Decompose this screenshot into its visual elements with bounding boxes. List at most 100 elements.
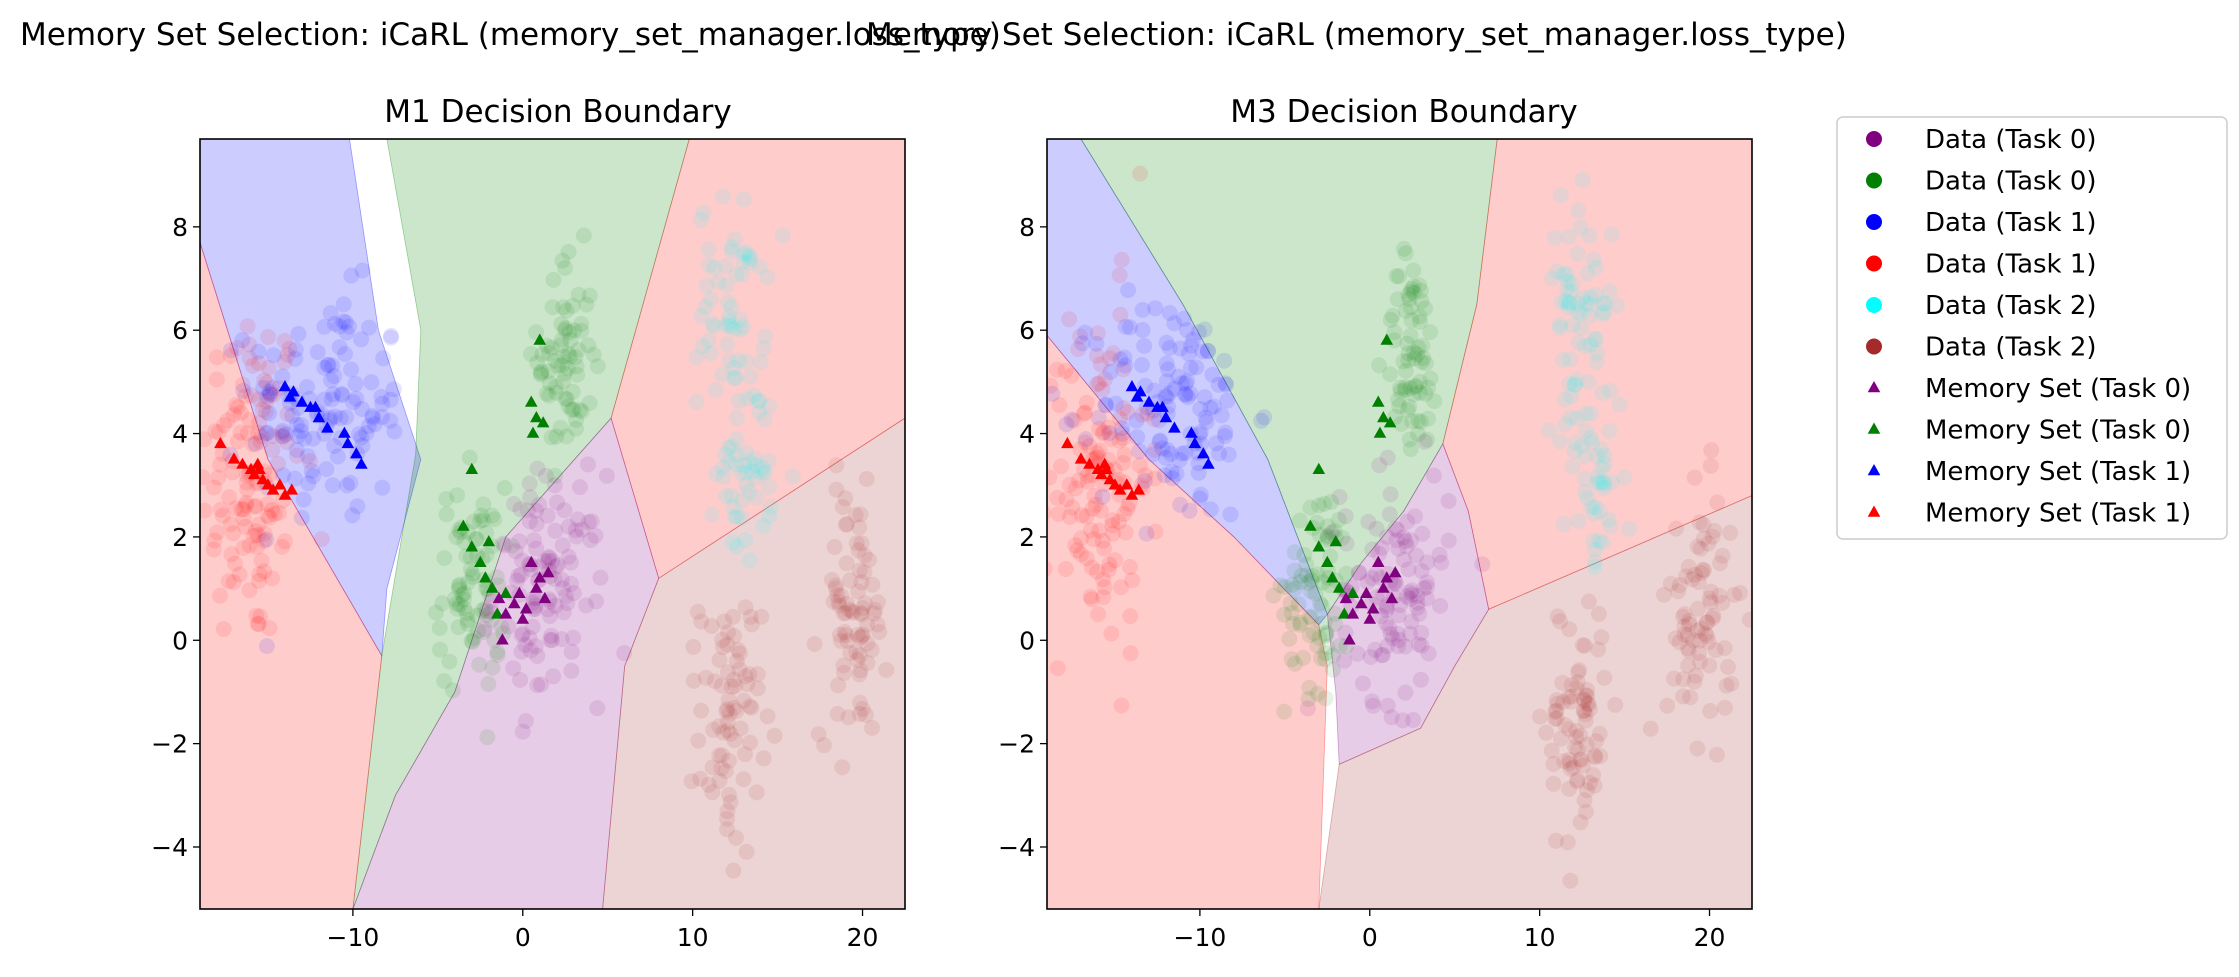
- memory-point: [1329, 535, 1343, 547]
- data-point: [718, 277, 735, 294]
- data-point: [326, 438, 343, 454]
- data-point: [1180, 389, 1197, 406]
- data-point: [234, 332, 251, 349]
- data-point: [1284, 576, 1301, 593]
- data-point: [264, 570, 281, 587]
- data-point: [345, 394, 362, 411]
- data-point: [527, 638, 544, 655]
- memory-point: [349, 447, 363, 459]
- data-point: [722, 318, 739, 334]
- data-point: [741, 552, 758, 569]
- data-point: [1555, 694, 1571, 711]
- data-point: [1702, 594, 1719, 611]
- data-point: [1028, 552, 1044, 568]
- data-point: [869, 594, 886, 611]
- data-point: [1402, 299, 1419, 316]
- data-point: [714, 366, 731, 383]
- memory-point: [541, 566, 555, 578]
- data-point: [215, 621, 232, 637]
- data-point: [353, 401, 370, 417]
- data-point: [1083, 559, 1100, 576]
- data-point: [332, 410, 349, 427]
- data-point: [1182, 360, 1199, 376]
- data-point: [288, 447, 305, 464]
- data-point: [529, 460, 546, 477]
- data-point: [478, 524, 495, 541]
- data-point: [222, 347, 239, 364]
- data-point: [229, 340, 246, 357]
- data-point: [717, 763, 734, 780]
- data-point: [1088, 450, 1105, 467]
- data-point: [719, 810, 735, 827]
- data-point: [1399, 513, 1416, 530]
- data-point: [207, 423, 224, 440]
- data-point: [1411, 384, 1428, 401]
- data-point: [300, 475, 317, 492]
- data-point: [1070, 472, 1087, 489]
- data-point: [1089, 445, 1105, 462]
- data-point: [533, 366, 549, 383]
- data-point: [284, 407, 301, 424]
- data-point: [1292, 616, 1309, 633]
- plot-area: [200, 139, 905, 909]
- data-point: [726, 231, 743, 248]
- data-point: [1608, 297, 1625, 314]
- data-point: [484, 507, 501, 524]
- data-point: [296, 430, 313, 447]
- data-point: [1069, 542, 1086, 559]
- data-point: [1103, 625, 1120, 642]
- data-point: [301, 453, 318, 470]
- memory-point: [1346, 586, 1360, 598]
- data-point: [1690, 600, 1707, 617]
- data-point: [248, 607, 265, 624]
- data-point: [1116, 349, 1133, 366]
- data-point: [1567, 376, 1584, 393]
- data-point: [827, 580, 844, 597]
- data-point: [286, 470, 303, 487]
- y-tick-label: 6: [172, 316, 188, 345]
- data-point: [730, 641, 747, 658]
- data-point: [1047, 469, 1058, 486]
- data-point: [1222, 506, 1239, 523]
- data-point: [1564, 275, 1581, 292]
- data-point: [1689, 538, 1706, 555]
- data-point: [1414, 525, 1431, 542]
- data-point: [561, 324, 578, 341]
- data-point: [719, 714, 736, 731]
- data-point: [1391, 398, 1408, 415]
- data-point: [261, 620, 278, 637]
- data-point: [321, 412, 338, 429]
- data-point: [451, 576, 468, 593]
- data-point: [1180, 345, 1197, 362]
- data-point: [1595, 480, 1612, 497]
- memory-point: [236, 457, 249, 469]
- data-point: [510, 567, 527, 584]
- data-point: [1547, 703, 1564, 720]
- data-point: [1569, 741, 1586, 758]
- data-point: [1549, 695, 1566, 712]
- data-point: [1559, 273, 1576, 290]
- data-point: [1119, 500, 1136, 517]
- data-point: [1575, 691, 1592, 708]
- data-point: [704, 316, 721, 332]
- data-point: [1555, 266, 1572, 282]
- data-point: [725, 862, 742, 879]
- data-point: [1302, 499, 1319, 516]
- suptitle-right: Memory Set Selection: iCaRL (memory_set_…: [866, 17, 1847, 53]
- data-point: [344, 507, 361, 524]
- data-point: [562, 348, 578, 365]
- data-point: [714, 459, 731, 476]
- data-point: [224, 464, 241, 481]
- data-point: [547, 597, 564, 614]
- data-point: [220, 573, 237, 590]
- data-point: [513, 627, 530, 644]
- data-point: [257, 404, 274, 421]
- data-point: [735, 692, 752, 709]
- data-point: [547, 352, 564, 369]
- data-point: [1561, 295, 1578, 312]
- plot-area: [1028, 139, 1752, 909]
- data-point: [243, 387, 260, 404]
- data-point: [715, 468, 732, 485]
- memory-point: [465, 462, 479, 474]
- data-point: [1050, 506, 1067, 522]
